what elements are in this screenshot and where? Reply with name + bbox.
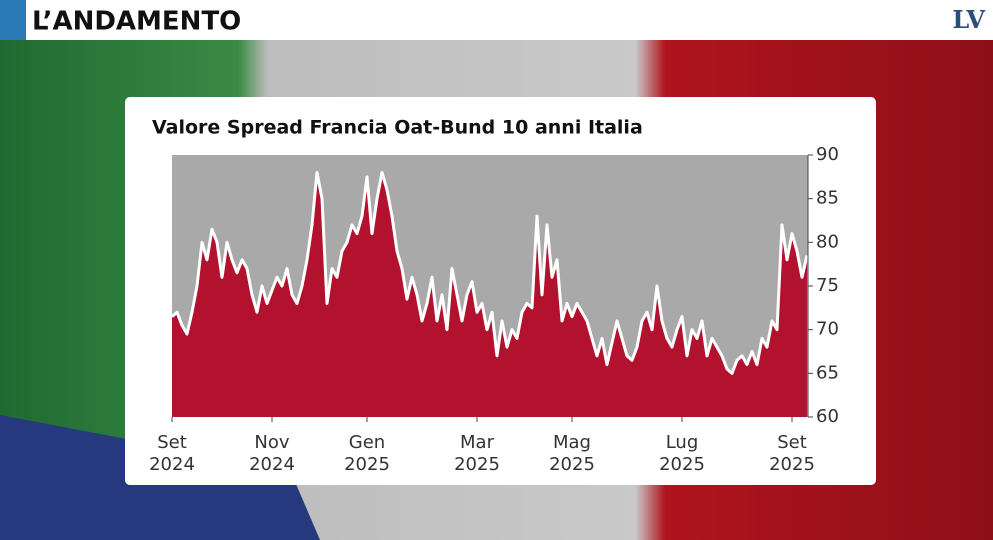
y-tick-label: 90: [816, 144, 839, 165]
x-tick-label: Set 2024: [149, 432, 195, 475]
header-bar: [0, 0, 993, 40]
y-tick-label: 85: [816, 188, 839, 209]
y-tick-label: 65: [816, 362, 839, 383]
y-tick-label: 60: [816, 406, 839, 427]
y-tick-label: 70: [816, 319, 839, 340]
logo: LV: [952, 5, 985, 34]
line: [171, 170, 809, 375]
area: [172, 172, 807, 417]
chart-title: Valore Spread Francia Oat-Bund 10 anni I…: [152, 117, 643, 139]
x-tick-label: Lug 2025: [659, 432, 705, 475]
x-tick-label: Mag 2025: [549, 432, 595, 475]
y-tick-label: 80: [816, 231, 839, 252]
x-tick-label: Gen 2025: [344, 432, 390, 475]
x-tick-label: Mar 2025: [454, 432, 500, 475]
header-accent: [0, 0, 26, 40]
y-tick-label: 75: [816, 275, 839, 296]
header-title: L’ANDAMENTO: [32, 7, 241, 37]
x-tick-label: Nov 2024: [249, 432, 295, 475]
x-tick-label: Set 2025: [769, 432, 815, 475]
